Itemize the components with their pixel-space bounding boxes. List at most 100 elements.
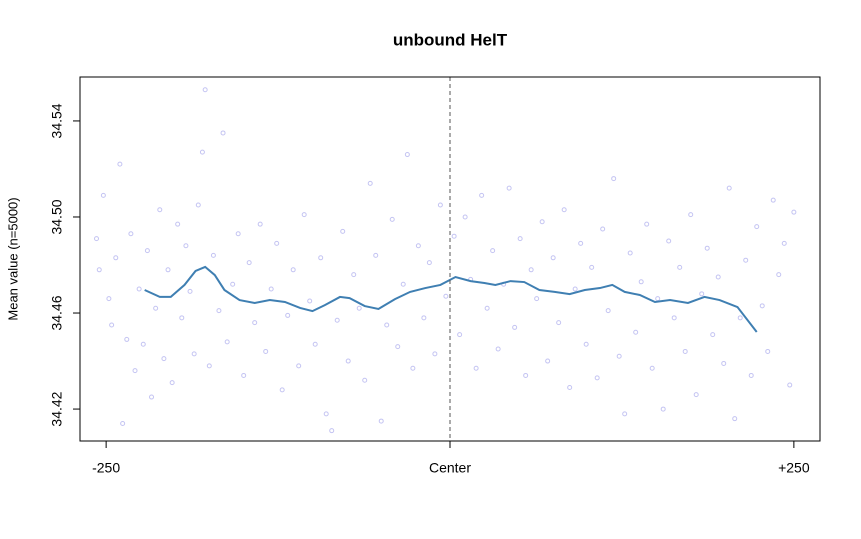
point: [754, 224, 760, 230]
point: [688, 212, 694, 218]
y-tick-label: 34.42: [49, 391, 65, 426]
point: [649, 365, 655, 371]
chart-title: unbound HelT: [393, 30, 508, 49]
point: [191, 351, 197, 357]
point: [144, 248, 150, 254]
point: [113, 255, 119, 261]
point: [660, 406, 666, 412]
point: [633, 329, 639, 335]
point: [671, 315, 677, 321]
point: [523, 372, 529, 378]
point: [539, 219, 545, 225]
point: [345, 358, 351, 364]
point: [561, 207, 567, 213]
point: [437, 202, 443, 208]
point: [479, 192, 485, 198]
point: [340, 228, 346, 234]
point: [704, 245, 710, 251]
point: [169, 380, 175, 386]
point: [589, 264, 595, 270]
point: [462, 214, 468, 220]
point: [715, 274, 721, 280]
point: [334, 317, 340, 323]
point: [362, 377, 368, 383]
point: [279, 387, 285, 393]
point: [301, 212, 307, 218]
point: [506, 185, 512, 191]
point: [187, 288, 193, 294]
y-tick-label: 34.54: [49, 103, 65, 138]
point: [770, 197, 776, 203]
point: [395, 344, 401, 350]
point: [655, 296, 661, 302]
point: [274, 240, 280, 246]
point: [323, 411, 329, 417]
point: [202, 87, 208, 93]
point: [120, 420, 126, 426]
point: [550, 255, 556, 261]
point: [206, 363, 212, 369]
point: [457, 332, 463, 338]
point: [748, 372, 754, 378]
point: [404, 152, 410, 158]
point: [96, 267, 102, 273]
point: [765, 348, 771, 354]
point: [611, 176, 617, 182]
point: [743, 257, 749, 263]
point: [616, 353, 622, 359]
point: [594, 375, 600, 381]
point: [378, 418, 384, 424]
x-tick-label: +250: [778, 460, 810, 476]
point: [605, 308, 611, 314]
point: [545, 358, 551, 364]
point: [627, 250, 633, 256]
point: [484, 305, 490, 311]
point: [136, 286, 142, 292]
point: [183, 243, 189, 249]
point: [257, 221, 263, 227]
point: [737, 315, 743, 321]
point: [199, 149, 205, 155]
point: [367, 180, 373, 186]
point: [140, 341, 146, 347]
point: [443, 293, 449, 299]
point: [787, 382, 793, 388]
point: [726, 185, 732, 191]
point: [556, 320, 562, 326]
point: [517, 236, 523, 242]
point: [161, 356, 167, 362]
point: [195, 202, 201, 208]
point: [666, 238, 672, 244]
point: [230, 281, 236, 287]
point: [389, 216, 395, 222]
x-tick-label: -250: [92, 460, 120, 476]
point: [263, 348, 269, 354]
point: [721, 360, 727, 366]
point: [791, 209, 797, 215]
point: [583, 341, 589, 347]
point: [682, 348, 688, 354]
point: [710, 332, 716, 338]
point: [693, 392, 699, 398]
point: [776, 272, 782, 278]
point: [100, 192, 106, 198]
point: [622, 411, 628, 417]
point: [351, 272, 357, 278]
point: [252, 320, 258, 326]
y-tick-label: 34.50: [49, 199, 65, 234]
point: [106, 296, 112, 302]
y-tick-label: 34.46: [49, 295, 65, 330]
point: [451, 233, 457, 239]
plot-frame: [79, 76, 821, 442]
point: [415, 243, 421, 249]
point: [224, 339, 230, 345]
point: [759, 303, 765, 309]
point: [781, 240, 787, 246]
point: [216, 308, 222, 314]
point: [210, 252, 216, 258]
point: [426, 260, 432, 266]
point: [312, 341, 318, 347]
